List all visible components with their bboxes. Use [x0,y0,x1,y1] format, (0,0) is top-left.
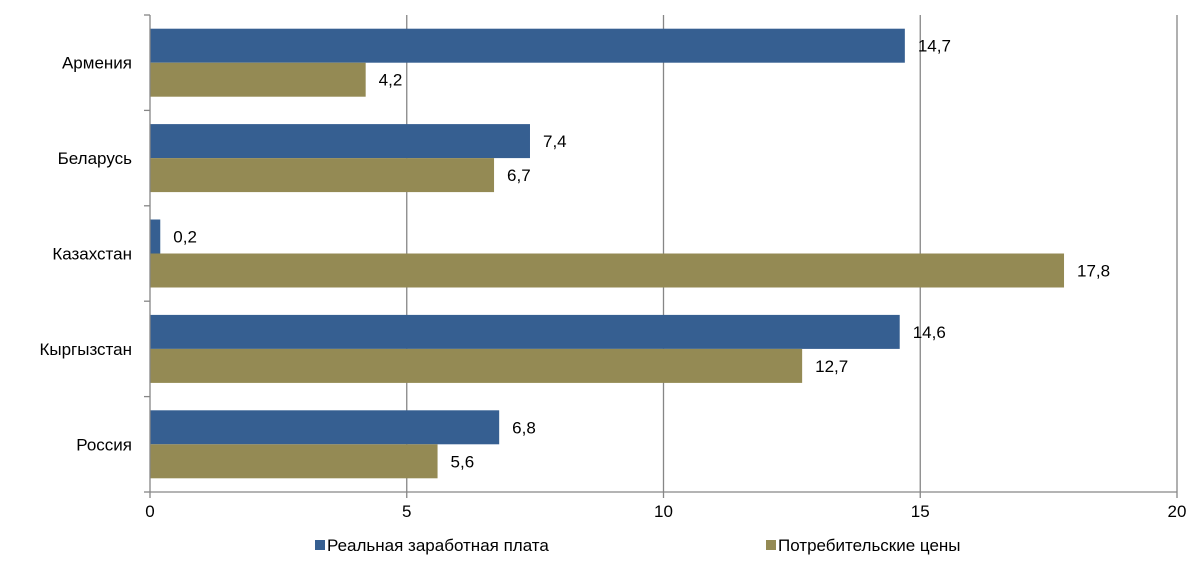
data-label-1-0: 7,4 [543,132,567,151]
legend-label-1: Потребительские цены [778,536,961,555]
data-label-3-1: 12,7 [815,357,848,376]
data-label-4-0: 6,8 [512,418,536,437]
data-label-1-1: 6,7 [507,166,531,185]
data-label-2-1: 17,8 [1077,262,1110,281]
category-label-2: Казахстан [52,245,132,264]
data-label-3-0: 14,6 [913,323,946,342]
data-label-0-0: 14,7 [918,37,951,56]
labels: 14,7 4,2 Армения 7,4 6,7 Беларусь 0,2 17,8 Казах… [39,37,1186,521]
category-label-3: Кыргызстан [39,340,132,359]
category-label-1: Беларусь [58,149,132,168]
bar-1-0 [150,124,530,159]
x-tick-label-5: 5 [402,502,411,521]
x-tick-label-10: 10 [654,502,673,521]
axes [144,14,1178,498]
legend-swatch-0 [315,540,325,550]
legend: Реальная заработная плата Потребительские… [315,536,961,555]
bar-4-1 [150,444,438,479]
category-label-0: Армения [62,54,132,73]
x-tick-label-0: 0 [145,502,154,521]
data-label-2-0: 0,2 [173,228,197,247]
bar-2-1 [150,253,1065,288]
legend-label-0: Реальная заработная плата [327,536,549,555]
bar-1-1 [150,158,495,193]
category-label-4: Россия [76,435,132,454]
bar-0-0 [150,28,905,63]
bars [150,28,1065,479]
bar-4-0 [150,410,500,445]
data-label-4-1: 5,6 [451,452,475,471]
x-tick-label-15: 15 [911,502,930,521]
bar-3-0 [150,314,900,349]
x-tick-label-20: 20 [1168,502,1187,521]
legend-swatch-1 [766,540,776,550]
bar-2-0 [150,219,161,254]
bar-0-1 [150,62,366,97]
data-label-0-1: 4,2 [379,71,403,90]
bar-3-1 [150,348,803,383]
